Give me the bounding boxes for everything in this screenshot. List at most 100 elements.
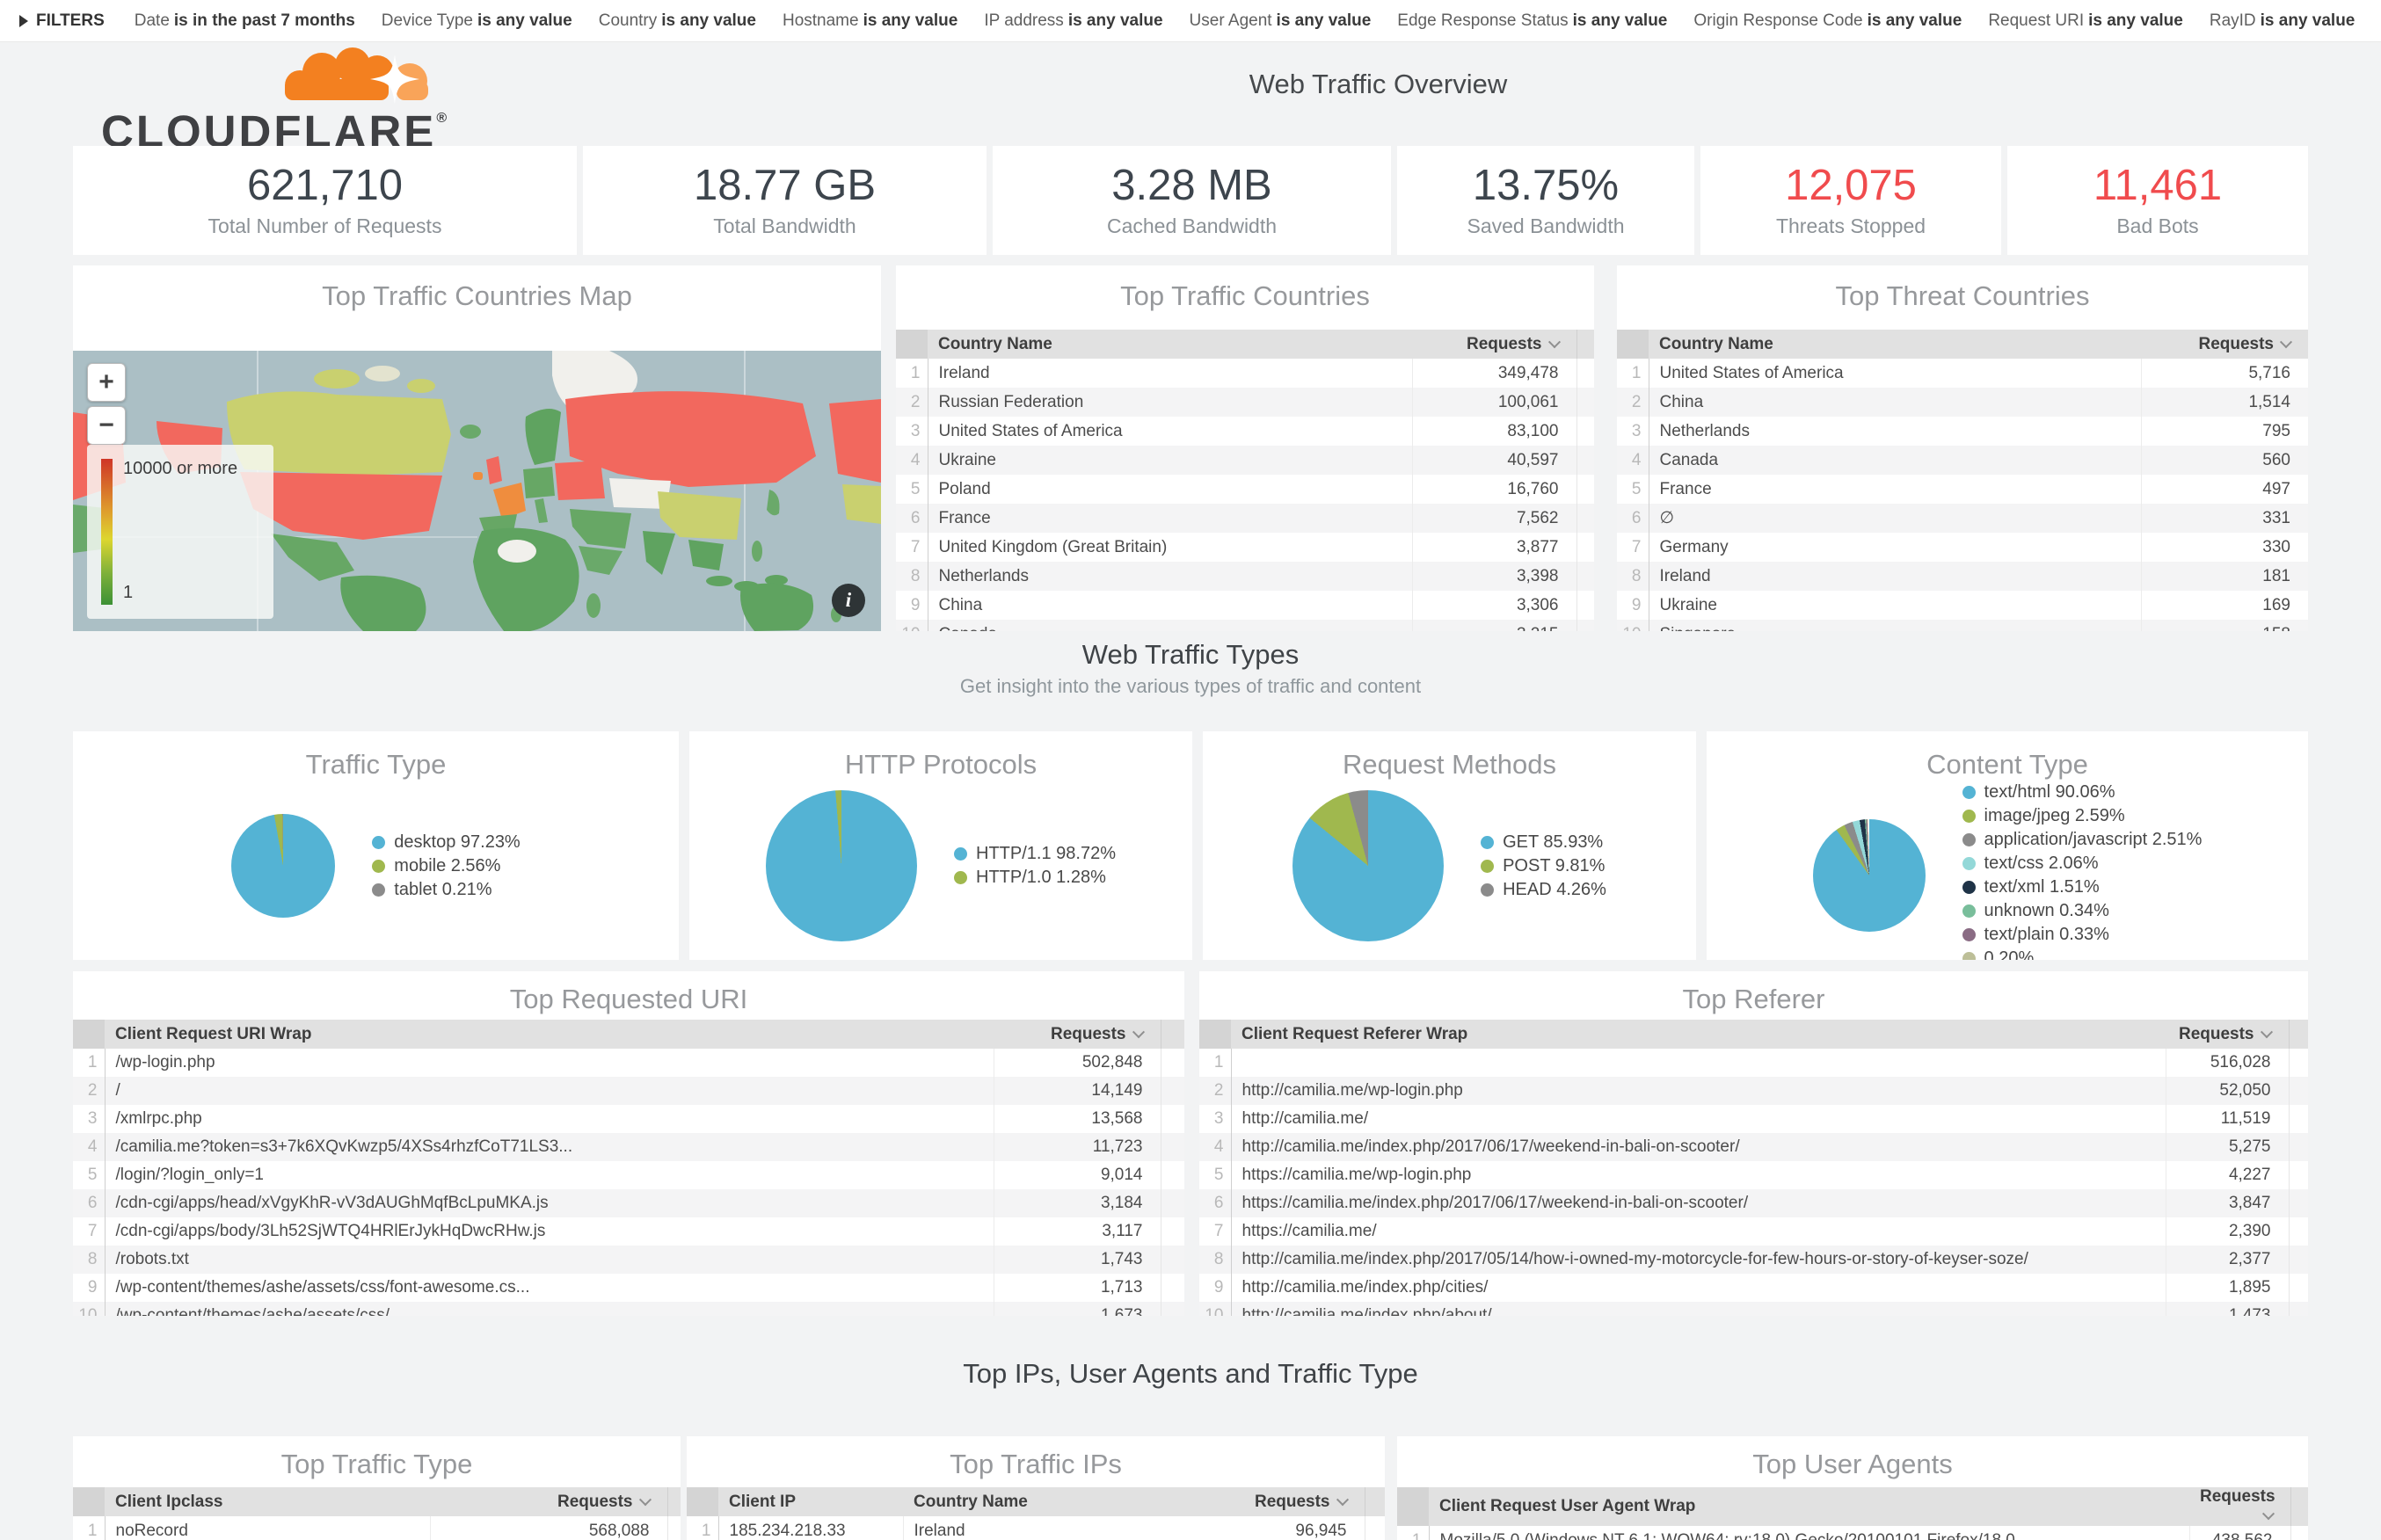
table-row: 1/wp-login.php 502,848	[73, 1049, 1184, 1077]
cell: ∅	[1649, 504, 2142, 533]
filter-item[interactable]: IP address is any value	[984, 11, 1163, 30]
traffic-type-chart-title: Traffic Type	[305, 749, 447, 780]
top-referer-title: Top Referer	[1682, 984, 1825, 1014]
filter-item[interactable]: Country is any value	[598, 11, 756, 30]
legend-item[interactable]: tablet 0.21%	[372, 878, 520, 902]
filter-item[interactable]: User Agent is any value	[1189, 11, 1372, 30]
cell	[2288, 1274, 2308, 1302]
legend-item[interactable]: mobile 2.56%	[372, 854, 520, 878]
cell: Ireland	[928, 359, 1413, 388]
legend-label: POST 9.81%	[1503, 855, 1606, 875]
cell: 497	[2262, 479, 2290, 498]
top-referer-panel: Top Referer Client Request Referer Wrap R…	[1199, 971, 2308, 1316]
stat-value: 3.28 MB	[1111, 161, 1272, 209]
filters-toggle[interactable]: FILTERS	[19, 11, 105, 31]
legend-item[interactable]: desktop 97.23%	[372, 831, 521, 854]
stat-card: 18.77 GB Total Bandwidth	[583, 146, 987, 255]
filter-item[interactable]: Hostname is any value	[782, 11, 958, 30]
legend-item[interactable]: text/xml 1.51%	[1962, 875, 2203, 899]
cell: 3,847	[2228, 1194, 2271, 1212]
legend-label: HTTP/1.1 98.72%	[976, 844, 1116, 863]
cell: noRecord	[105, 1516, 431, 1540]
legend-item[interactable]: POST 9.81%	[1481, 854, 1606, 878]
table-row: 3 Netherlands 795	[1617, 417, 2308, 446]
top-user-agents-table: Client Request User Agent Wrap Requests 1 M…	[1397, 1487, 2308, 1540]
column-header: Client Ipclass	[105, 1487, 430, 1516]
content-type-chart-title: Content Type	[1926, 749, 2088, 780]
cell	[1364, 1516, 1385, 1540]
cell: /wp-login.php	[105, 1049, 994, 1077]
top-ips-heading: Top IPs, User Agents and Traffic Type	[963, 1358, 1418, 1389]
table-row: 10Singapore158	[1617, 620, 2308, 631]
cell: http://camilia.me/index.php/2017/06/17/w…	[1231, 1133, 2166, 1161]
filter-item[interactable]: Date is in the past 7 months	[134, 11, 355, 30]
legend-swatch	[1962, 881, 1976, 894]
table-row: 3 United States of America 83,100	[896, 417, 1594, 446]
legend-item[interactable]: text/css 2.06%	[1962, 852, 2203, 875]
top-traffic-ips-title: Top Traffic IPs	[950, 1449, 1122, 1479]
requests-sort-header[interactable]: Requests	[1241, 1487, 1365, 1516]
cell: Ukraine	[928, 446, 1413, 475]
map-color-legend: 10000 or more 1	[87, 445, 273, 619]
cell	[1160, 1274, 1184, 1302]
filter-item[interactable]: Request URI is any value	[1988, 11, 2183, 30]
table-row: 1 United States of America 5,716	[1617, 359, 2308, 388]
requests-sort-header[interactable]: Requests	[430, 1487, 667, 1516]
http-protocols-pie-chart[interactable]	[766, 790, 918, 941]
content-type-pie-chart[interactable]	[1812, 819, 1926, 932]
map-zoom-in-button[interactable]: +	[87, 363, 126, 402]
cell	[1576, 620, 1594, 631]
cell	[1576, 533, 1594, 562]
row-rank: 8	[1199, 1246, 1232, 1274]
top-traffic-countries-table: Country Name Requests 1 Ireland 349,478 2 Russ…	[896, 330, 1594, 631]
cell: 2,377	[2228, 1250, 2271, 1268]
cell: 96,945	[1295, 1521, 1347, 1540]
row-rank: 10	[896, 620, 928, 631]
column-header	[1397, 1487, 1429, 1526]
table-row: 2 Russian Federation 100,061	[896, 388, 1594, 417]
legend-item[interactable]: 0.20%	[1962, 947, 2203, 960]
legend-item[interactable]: text/plain 0.33%	[1962, 923, 2203, 947]
map-info-button[interactable]: i	[832, 584, 865, 617]
top-threat-countries-title: Top Threat Countries	[1835, 280, 2090, 311]
map-zoom-out-button[interactable]: −	[87, 406, 126, 445]
filter-item[interactable]: Origin Response Code is any value	[1693, 11, 1962, 30]
row-rank: 7	[73, 1217, 106, 1246]
requests-sort-header[interactable]: Requests	[994, 1020, 1161, 1049]
request-methods-pie-chart[interactable]	[1292, 790, 1445, 941]
legend-item[interactable]: HTTP/1.1 98.72%	[954, 842, 1116, 866]
legend-item[interactable]: image/jpeg 2.59%	[1962, 804, 2203, 828]
cell: United States of America	[1649, 359, 2142, 388]
table-row: 4 Canada 560	[1617, 446, 2308, 475]
requests-sort-header[interactable]: Requests	[2141, 330, 2308, 359]
filter-item[interactable]: RayID is any value	[2209, 11, 2356, 30]
cloudflare-logo: CLOUDFLARE®	[101, 46, 453, 154]
requests-sort-header[interactable]: Requests	[1412, 330, 1576, 359]
legend-item[interactable]: HTTP/1.0 1.28%	[954, 866, 1116, 890]
column-header: Country Name	[928, 330, 1412, 359]
legend-item[interactable]: HEAD 4.26%	[1481, 878, 1606, 902]
traffic-type-pie-chart[interactable]	[231, 814, 336, 918]
filter-item[interactable]: Edge Response Status is any value	[1397, 11, 1668, 30]
legend-item[interactable]: text/html 90.06%	[1962, 781, 2203, 804]
filter-item[interactable]: Device Type is any value	[381, 11, 572, 30]
row-rank: 6	[1617, 504, 1649, 533]
world-map[interactable]: + − 10000 or more 1 i	[73, 351, 881, 631]
cell: 52,050	[2219, 1081, 2271, 1100]
requests-sort-header[interactable]: Requests	[2166, 1020, 2289, 1049]
legend-item[interactable]: GET 85.93%	[1481, 831, 1606, 854]
row-rank: 5	[1199, 1161, 1232, 1189]
requests-sort-header[interactable]: Requests	[2189, 1487, 2290, 1526]
row-rank: 9	[73, 1274, 106, 1302]
row-rank: 6	[73, 1189, 106, 1217]
cell: /	[105, 1077, 994, 1105]
legend-swatch	[1962, 810, 1976, 823]
legend-item[interactable]: application/javascript 2.51%	[1962, 828, 2202, 852]
table-row: 4 Ukraine 40,597	[896, 446, 1594, 475]
cell: Netherlands	[1649, 417, 2142, 446]
cell: http://camilia.me/	[1231, 1105, 2166, 1133]
map-legend-min-label: 1	[123, 583, 134, 602]
table-row: 8 Ireland 181	[1617, 562, 2308, 591]
legend-item[interactable]: unknown 0.34%	[1962, 899, 2203, 923]
traffic-type-legend: desktop 97.23% mobile 2.56% tablet 0.21%	[372, 831, 521, 902]
